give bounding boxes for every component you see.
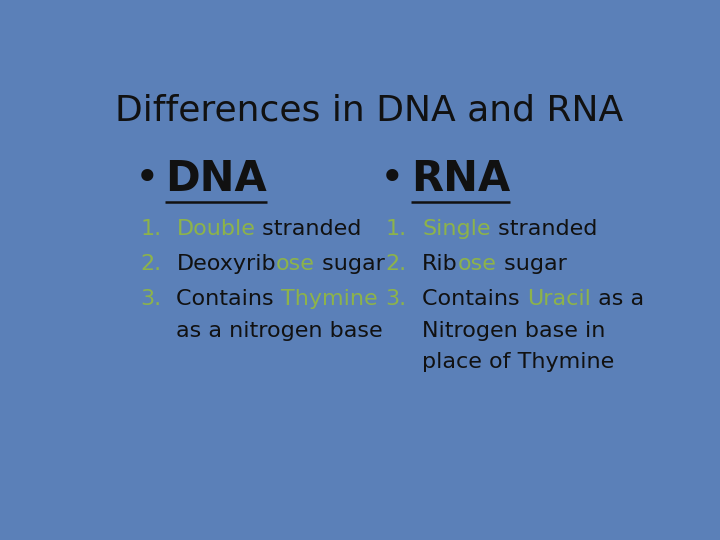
Text: 2.: 2. [140,254,161,274]
Text: Deoxyrib: Deoxyrib [176,254,276,274]
Text: DNA: DNA [166,158,267,200]
Text: Thymine: Thymine [282,289,378,309]
Text: Uracil: Uracil [527,289,590,309]
Text: ose: ose [458,254,497,274]
Text: Contains: Contains [422,289,527,309]
Text: •: • [135,158,159,200]
Text: Differences in DNA and RNA: Differences in DNA and RNA [115,94,623,128]
Text: 3.: 3. [386,289,407,309]
Text: place of Thymine: place of Thymine [422,352,614,372]
Text: Nitrogen base in: Nitrogen base in [422,321,606,341]
Text: Single: Single [422,219,490,239]
Text: 1.: 1. [386,219,407,239]
Text: stranded: stranded [256,219,361,239]
Text: Double: Double [176,219,256,239]
Text: RNA: RNA [411,158,510,200]
Text: stranded: stranded [490,219,597,239]
Text: Rib: Rib [422,254,458,274]
Text: 2.: 2. [386,254,407,274]
Text: Contains: Contains [176,289,282,309]
Text: 3.: 3. [140,289,161,309]
Text: sugar: sugar [497,254,567,274]
Text: as a nitrogen base: as a nitrogen base [176,321,383,341]
Text: ose: ose [276,254,315,274]
Text: as a: as a [590,289,644,309]
Text: sugar: sugar [315,254,385,274]
Text: •: • [380,158,405,200]
Text: 1.: 1. [140,219,161,239]
